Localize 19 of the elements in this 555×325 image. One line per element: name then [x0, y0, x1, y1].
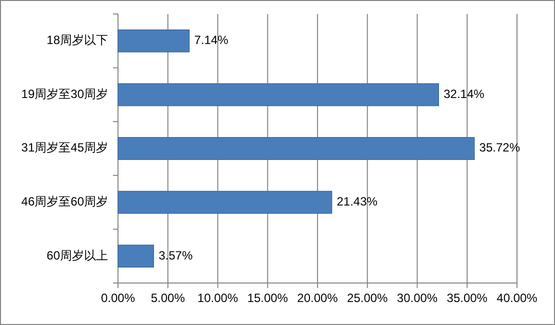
xtick: 20.00%: [297, 291, 338, 306]
xtick: 25.00%: [347, 291, 388, 306]
data-label: 7.14%: [194, 33, 228, 48]
data-label: 35.72%: [479, 140, 520, 155]
category: 60周岁以上: [46, 248, 108, 262]
xtick: 40.00%: [496, 291, 538, 306]
category: 46周岁至60周岁: [21, 194, 108, 208]
xtick: 0.00%: [100, 291, 136, 306]
category: 18周岁以下: [46, 33, 108, 48]
data-label: 3.57%: [158, 248, 193, 262]
xtick: 15.00%: [247, 291, 288, 306]
xtick: 30.00%: [396, 291, 438, 306]
xtick: 10.00%: [197, 291, 238, 306]
data-label: 21.43%: [336, 194, 378, 208]
xtick: 5.00%: [150, 291, 185, 306]
data-label: 32.14%: [444, 86, 484, 101]
category: 31周岁至45周岁: [21, 140, 108, 155]
category: 19周岁至30周岁: [21, 86, 108, 101]
xtick: 35.00%: [446, 291, 488, 306]
